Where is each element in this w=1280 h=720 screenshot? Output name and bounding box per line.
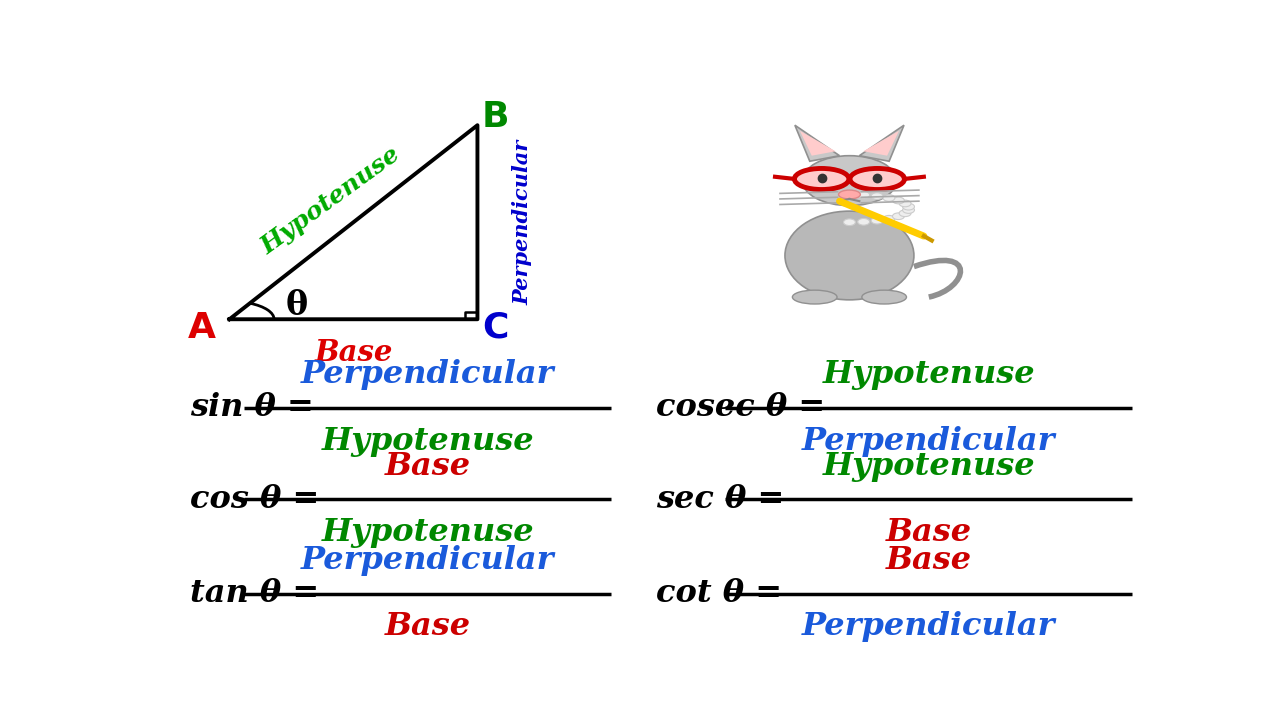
Ellipse shape bbox=[861, 290, 906, 304]
Text: sec θ =: sec θ = bbox=[657, 484, 785, 515]
Text: A: A bbox=[188, 310, 215, 345]
Text: Hypotenuse: Hypotenuse bbox=[321, 426, 534, 456]
Circle shape bbox=[844, 192, 855, 198]
Text: C: C bbox=[483, 310, 508, 345]
Text: Perpendicular: Perpendicular bbox=[301, 359, 554, 390]
Circle shape bbox=[872, 217, 883, 224]
Text: Base: Base bbox=[886, 545, 972, 576]
Ellipse shape bbox=[803, 156, 896, 206]
Polygon shape bbox=[800, 131, 836, 156]
Ellipse shape bbox=[792, 290, 837, 304]
Circle shape bbox=[892, 213, 905, 220]
Text: Base: Base bbox=[385, 451, 471, 482]
Text: Perpendicular: Perpendicular bbox=[803, 611, 1056, 642]
Text: Hypotenuse: Hypotenuse bbox=[823, 359, 1036, 390]
Text: Perpendicular: Perpendicular bbox=[512, 140, 532, 305]
Text: Hypotenuse: Hypotenuse bbox=[321, 517, 534, 548]
Ellipse shape bbox=[785, 211, 914, 300]
Circle shape bbox=[899, 200, 911, 207]
Text: cosec θ =: cosec θ = bbox=[657, 392, 826, 423]
Polygon shape bbox=[859, 125, 904, 161]
Text: Perpendicular: Perpendicular bbox=[803, 426, 1056, 456]
Text: Hypotenuse: Hypotenuse bbox=[256, 142, 404, 258]
Polygon shape bbox=[795, 125, 840, 161]
Circle shape bbox=[892, 197, 905, 204]
Text: Base: Base bbox=[315, 338, 393, 367]
Circle shape bbox=[872, 193, 883, 199]
Text: Perpendicular: Perpendicular bbox=[301, 545, 554, 576]
Circle shape bbox=[883, 194, 895, 202]
Ellipse shape bbox=[838, 190, 860, 199]
Text: θ: θ bbox=[285, 289, 308, 322]
Circle shape bbox=[844, 219, 855, 225]
Ellipse shape bbox=[850, 168, 905, 189]
Circle shape bbox=[858, 218, 869, 225]
Text: cot θ =: cot θ = bbox=[657, 578, 782, 609]
Text: Base: Base bbox=[385, 611, 471, 642]
Text: Hypotenuse: Hypotenuse bbox=[823, 451, 1036, 482]
Text: sin θ =: sin θ = bbox=[189, 392, 314, 423]
Text: B: B bbox=[481, 100, 509, 134]
Ellipse shape bbox=[795, 168, 849, 189]
Text: cos θ =: cos θ = bbox=[189, 484, 319, 515]
Circle shape bbox=[883, 215, 895, 222]
Text: tan θ =: tan θ = bbox=[189, 578, 319, 609]
Circle shape bbox=[899, 210, 911, 217]
Circle shape bbox=[858, 192, 869, 198]
Circle shape bbox=[902, 203, 914, 210]
Text: Base: Base bbox=[886, 517, 972, 548]
Polygon shape bbox=[863, 131, 899, 156]
Circle shape bbox=[902, 207, 914, 213]
